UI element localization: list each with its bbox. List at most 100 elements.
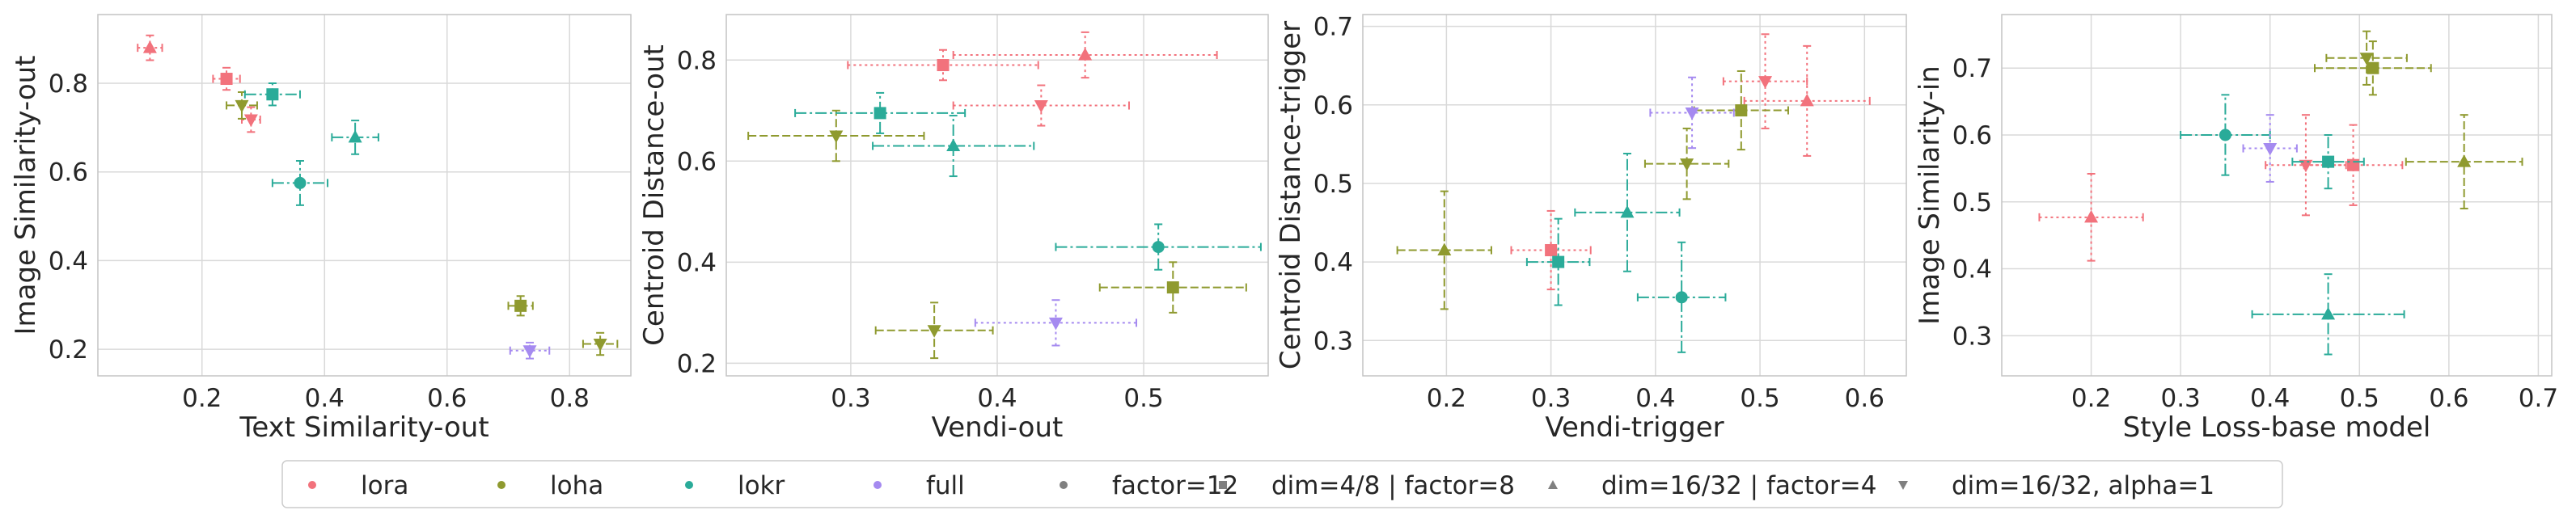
- y-tick-label: 0.6: [1952, 121, 1992, 150]
- x-tick-label: 0.2: [2071, 384, 2111, 413]
- legend-marker: [1898, 481, 1908, 490]
- legend-marker: [1219, 481, 1227, 489]
- data-point-lokr: [1525, 217, 1591, 306]
- data-marker-square: [2347, 158, 2360, 171]
- data-marker-triangle-down: [2263, 143, 2278, 156]
- data-marker-square: [2367, 61, 2379, 74]
- data-point-lora: [1743, 44, 1871, 157]
- x-tick-label: 0.2: [182, 384, 222, 413]
- data-point-loha: [582, 331, 619, 356]
- data-marker-triangle-down: [2359, 53, 2374, 65]
- data-point-lokr: [1574, 152, 1681, 272]
- data-point-loha: [2325, 30, 2408, 86]
- data-marker-triangle-down: [1034, 100, 1048, 113]
- scatter-panel-3: 0.2 0.3 0.4 0.5 0.6 0.3 0.4 0.5 0.6 0.7 Vendi-trig…: [1275, 13, 1907, 444]
- legend-box: [281, 460, 2283, 508]
- y-tick-label: 0.8: [677, 46, 717, 75]
- y-tick-label: 0.2: [49, 335, 88, 365]
- legend-label: factor=12: [1112, 471, 1238, 500]
- data-point-loha: [1098, 261, 1247, 314]
- axes-frame: [2001, 14, 2553, 377]
- data-marker-triangle-down: [1685, 107, 1699, 120]
- data-point-lokr: [1055, 223, 1262, 271]
- x-tick-label: 0.4: [2250, 384, 2290, 413]
- data-marker-square: [220, 73, 233, 86]
- y-tick-label: 0.8: [49, 70, 88, 99]
- legend-item-dim-16-32-alpha-1: dim=16/32, alpha=1: [1898, 471, 2214, 500]
- data-marker-square: [1166, 281, 1179, 294]
- x-tick-label: 0.6: [427, 384, 467, 413]
- data-marker-triangle-down: [593, 339, 607, 352]
- legend-item-lokr: lokr: [685, 471, 785, 500]
- data-point-lokr: [794, 91, 967, 134]
- data-point-lokr: [872, 115, 1035, 178]
- x-tick-label: 0.2: [1427, 384, 1466, 413]
- data-marker-square: [514, 299, 527, 312]
- y-tick-label: 0.4: [677, 248, 717, 277]
- legend-marker: [1060, 481, 1068, 489]
- legend-marker: [1548, 480, 1558, 489]
- legend-item-lora: lora: [308, 471, 408, 500]
- data-marker-triangle-up: [1078, 48, 1093, 61]
- data-point-lora: [847, 48, 1039, 82]
- data-marker-triangle-down: [1680, 158, 1694, 171]
- data-marker-square: [873, 107, 886, 120]
- legend-item-loha: loha: [497, 471, 603, 500]
- legend-marker: [308, 481, 316, 489]
- data-marker-triangle-up: [348, 129, 362, 143]
- y-tick-label: 0.4: [1313, 248, 1353, 277]
- legend-marker: [873, 481, 882, 489]
- data-point-loha: [2313, 40, 2432, 96]
- x-tick-label: 0.3: [831, 384, 870, 413]
- x-tick-label: 0.6: [1845, 384, 1884, 413]
- data-marker-triangle-down: [235, 99, 249, 113]
- data-point-full: [509, 341, 551, 360]
- y-tick-label: 0.6: [49, 158, 88, 188]
- legend: lora loha lokr full factor=12 dim=4/8 | facto…: [281, 460, 2283, 508]
- data-point-loha: [226, 91, 258, 120]
- x-tick-label: 0.5: [1740, 384, 1779, 413]
- data-marker-circle: [2219, 129, 2231, 141]
- data-point-lokr: [271, 159, 329, 206]
- legend-item-factor-12: factor=12: [1060, 471, 1238, 500]
- x-tick-label: 0.5: [2340, 384, 2379, 413]
- data-point-loha: [1693, 70, 1789, 151]
- data-point-lora: [212, 66, 241, 91]
- x-axis-label: Text Similarity-out: [239, 411, 489, 444]
- data-point-loha: [507, 295, 534, 317]
- data-marker-triangle-down: [2299, 159, 2313, 173]
- data-point-lora: [1722, 33, 1808, 129]
- data-marker-square: [937, 59, 950, 72]
- data-point-loha: [747, 109, 925, 162]
- legend-label: lora: [361, 471, 408, 500]
- x-tick-label: 0.3: [1531, 384, 1571, 413]
- data-point-lora: [952, 31, 1218, 79]
- data-marker-triangle-down: [1048, 317, 1063, 331]
- data-point-lora: [952, 84, 1130, 127]
- data-point-lora: [1510, 209, 1592, 291]
- data-point-loha: [2405, 114, 2523, 210]
- data-marker-circle: [294, 176, 307, 189]
- x-tick-label: 0.3: [2160, 384, 2200, 413]
- data-marker-square: [1552, 255, 1565, 268]
- data-point-lokr: [1636, 241, 1727, 353]
- data-point-lokr: [2180, 94, 2271, 176]
- data-marker-triangle-up: [2321, 306, 2336, 320]
- y-tick-label: 0.3: [1313, 327, 1353, 356]
- data-point-loha: [1643, 127, 1730, 200]
- y-tick-label: 0.4: [1952, 255, 1992, 285]
- scatter-panel-4: 0.2 0.3 0.4 0.5 0.6 0.7 0.3 0.4 0.5 0.6 0.7 Style L…: [1914, 14, 2558, 444]
- data-marker-triangle-down: [829, 130, 844, 144]
- data-marker-circle: [1675, 291, 1688, 304]
- legend-marker: [685, 481, 693, 489]
- x-tick-label: 0.5: [1123, 384, 1163, 413]
- y-tick-label: 0.3: [1952, 322, 1992, 351]
- axes-frame: [725, 14, 1269, 377]
- y-tick-label: 0.6: [677, 147, 717, 176]
- data-marker-triangle-down: [927, 325, 941, 338]
- legend-marker: [497, 481, 505, 489]
- data-marker-square: [1545, 244, 1558, 257]
- data-marker-triangle-up: [1800, 93, 1814, 107]
- data-point-lokr: [331, 120, 379, 155]
- y-axis-label: Centroid Distance-trigger: [1275, 21, 1307, 369]
